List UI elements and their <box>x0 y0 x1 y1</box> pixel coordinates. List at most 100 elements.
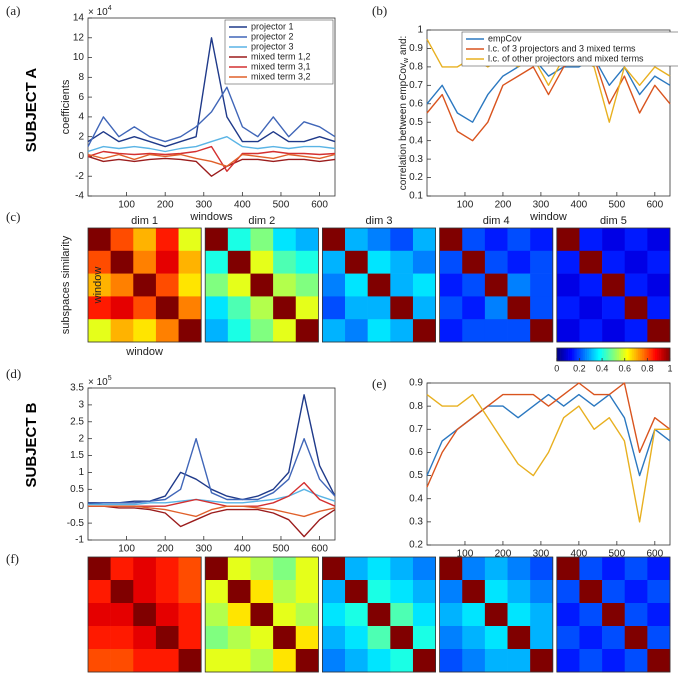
heatmap-cell <box>155 580 179 604</box>
colorbar-step <box>585 348 588 361</box>
heatmap-title: dim 4 <box>483 215 510 227</box>
colorbar-step <box>641 348 644 361</box>
heatmap-cell <box>462 228 486 252</box>
heatmap-cell <box>273 250 297 274</box>
heatmap-cell <box>133 603 157 627</box>
heatmap-cell <box>507 228 531 252</box>
heatmap-cell <box>250 273 274 297</box>
heatmap-cell <box>556 273 580 297</box>
heatmap-cell <box>507 557 531 581</box>
colorbar-step <box>577 348 580 361</box>
heatmap-cell <box>412 250 436 274</box>
y-axis-label: correlation between empCovw and: <box>398 36 410 191</box>
legend-frame <box>461 31 678 67</box>
colorbar-step <box>619 348 622 361</box>
heatmap-cell <box>602 228 626 252</box>
y-tick-label: 4 <box>78 112 84 123</box>
y-tick-label: 0.5 <box>409 470 423 481</box>
heatmap-cell <box>295 603 319 627</box>
heatmap-cell <box>273 649 297 673</box>
heatmap-cell <box>462 296 486 320</box>
y-tick-label: 0.2 <box>409 172 423 183</box>
heatmap-cell <box>178 319 202 343</box>
heatmap-cell <box>412 649 436 673</box>
heatmap-cell <box>205 649 229 673</box>
colorbar-step <box>583 348 586 361</box>
heatmap-cell <box>205 557 229 581</box>
heatmap-cell <box>439 626 463 650</box>
legend-label: projector 3 <box>251 41 294 51</box>
heatmap-cell <box>88 603 111 627</box>
heatmap-cell <box>322 319 346 343</box>
heatmap-cell <box>462 580 486 604</box>
heatmap-cell <box>88 250 111 274</box>
series-line <box>88 488 336 506</box>
heatmap-cell <box>88 319 111 343</box>
heatmap-cell <box>530 626 554 650</box>
series-line <box>87 438 336 506</box>
heatmap-frame <box>204 556 319 673</box>
y-tick-label: 1 <box>78 467 84 478</box>
axis-scale-power: 4 <box>108 5 112 12</box>
heatmap-cell <box>273 296 297 320</box>
colorbar-step <box>649 348 652 361</box>
heatmap-cell <box>624 273 648 297</box>
colorbar-step <box>564 348 567 361</box>
heatmap-cell <box>462 603 486 627</box>
heatmap-cell <box>390 580 414 604</box>
legend-frame <box>224 19 334 85</box>
y-axis-label-tail: and: <box>398 36 409 58</box>
heatmap-cell <box>178 603 202 627</box>
heatmap-cell <box>345 296 368 320</box>
colorbar-step <box>600 348 603 361</box>
heatmap-cell <box>295 296 319 320</box>
x-tick-label: 100 <box>118 200 135 211</box>
heatmap-x-label: window <box>125 346 163 358</box>
heatmap-cell <box>322 296 346 320</box>
heatmap-cell <box>484 557 508 581</box>
heatmap-cell <box>205 296 229 320</box>
heatmap-cell <box>345 273 368 297</box>
heatmap-cell <box>647 603 671 627</box>
heatmap-cell <box>273 580 297 604</box>
heatmap-cell <box>439 319 463 343</box>
axis-scale-power: 5 <box>108 375 112 382</box>
heatmap-cell <box>439 557 463 581</box>
heatmap-cell <box>322 557 346 581</box>
heatmap-cell <box>602 296 626 320</box>
heatmap-cell <box>484 250 508 274</box>
colorbar-step <box>636 348 639 361</box>
heatmap-cell <box>412 319 436 343</box>
heatmap-cell <box>530 557 554 581</box>
y-tick-label: 0.4 <box>409 135 423 146</box>
heatmap-cell <box>439 649 463 673</box>
colorbar-step <box>637 348 641 361</box>
heatmap-cell <box>507 626 531 650</box>
heatmap-cell <box>155 626 179 650</box>
heatmap-cell <box>273 273 297 297</box>
heatmap-title: dim 5 <box>600 215 627 227</box>
colorbar-step <box>662 348 665 361</box>
heatmap-cell <box>227 228 251 252</box>
colorbar-step <box>647 348 650 361</box>
y-tick-label: 14 <box>73 13 85 24</box>
colorbar-step <box>639 348 642 361</box>
heatmap-cell <box>556 319 580 343</box>
series-line <box>87 86 336 147</box>
colorbar-step <box>579 348 582 361</box>
colorbar-step <box>588 348 592 361</box>
colorbar-step <box>624 348 627 361</box>
colorbar-step <box>573 348 576 361</box>
heatmap-cell <box>133 557 157 581</box>
heatmap-cell <box>579 557 603 581</box>
x-tick-label: 300 <box>195 544 212 555</box>
heatmap-cell <box>367 649 391 673</box>
colorbar-step <box>632 348 635 361</box>
colorbar-tick-label: 0.4 <box>596 363 609 373</box>
heatmap-cell <box>556 228 580 252</box>
heatmap-cell <box>295 228 319 252</box>
heatmap-cell <box>367 580 391 604</box>
heatmap-cell <box>624 603 648 627</box>
heatmap-cell <box>178 296 202 320</box>
